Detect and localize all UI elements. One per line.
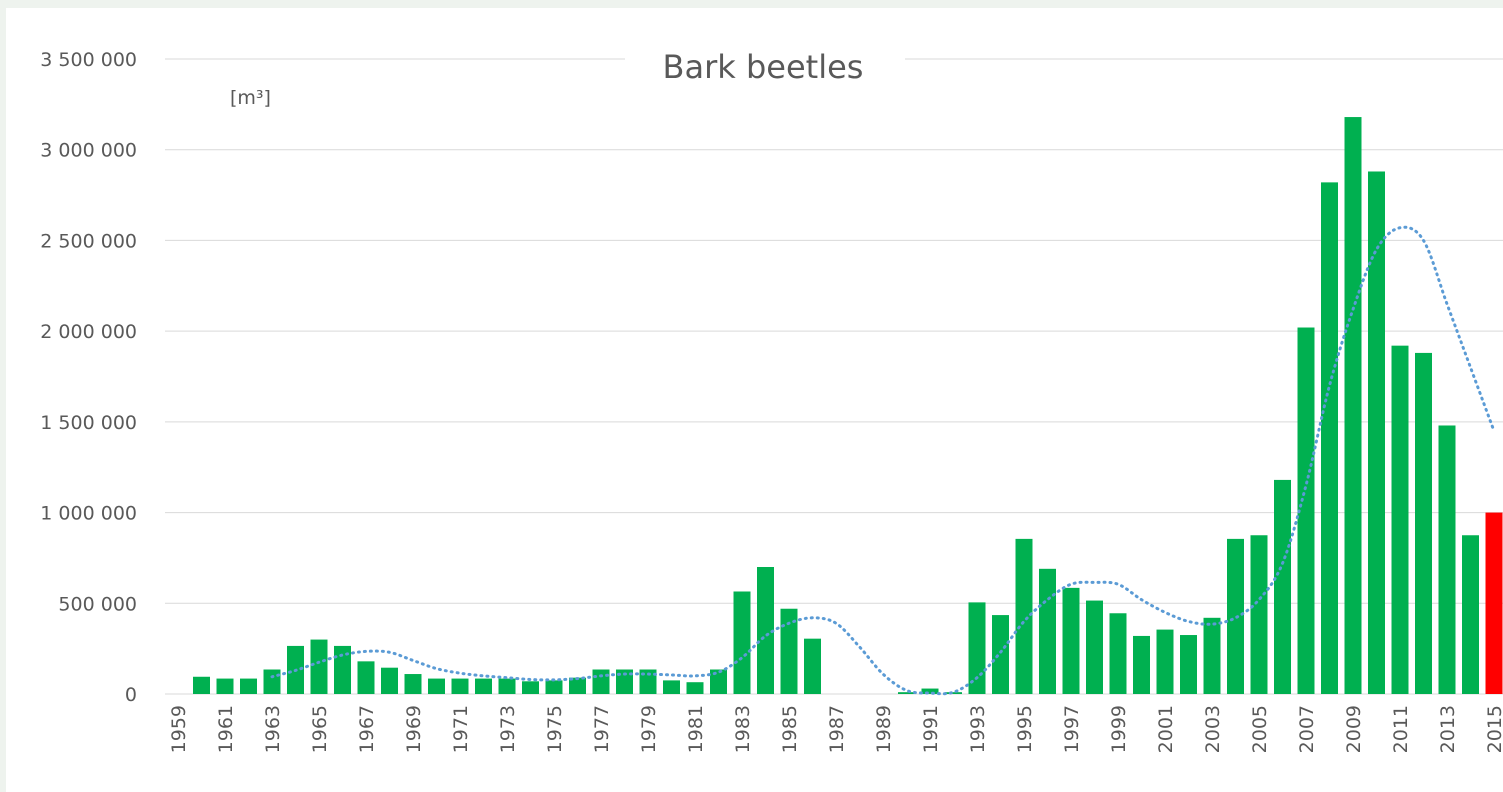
x-tick-label: 1987: [826, 705, 848, 753]
title-background: [625, 45, 905, 85]
bar: [193, 676, 210, 694]
bar: [334, 645, 351, 694]
bar: [404, 674, 422, 694]
y-tick-label: 2 000 000: [40, 321, 137, 343]
bar: [992, 615, 1009, 694]
bar: [1485, 512, 1503, 694]
x-tick-label: 2005: [1249, 705, 1271, 753]
x-tick-label: 1995: [1014, 705, 1036, 753]
bar: [1438, 425, 1456, 694]
bar: [663, 680, 680, 694]
bar: [1156, 629, 1174, 694]
y-tick-label: 3 000 000: [40, 140, 137, 162]
bar: [498, 678, 516, 694]
bar: [522, 681, 539, 694]
x-tick-label: 1991: [920, 705, 942, 753]
y-tick-label: 0: [125, 684, 137, 706]
bar: [451, 678, 469, 694]
x-tick-label: 1959: [168, 705, 190, 753]
x-tick-label: 1989: [873, 705, 895, 753]
bar: [898, 692, 915, 694]
bar: [945, 692, 962, 694]
x-tick-label: 1983: [732, 705, 754, 753]
bar: [1368, 171, 1385, 694]
x-tick-label: 1961: [215, 705, 237, 753]
y-tick-label: 500 000: [58, 593, 137, 615]
bar: [1274, 479, 1291, 694]
x-tick-label: 2007: [1296, 705, 1318, 753]
bar: [968, 602, 986, 694]
bar: [1391, 345, 1409, 694]
bar: [780, 608, 798, 694]
x-tick-label: 1965: [309, 705, 331, 753]
bar: [733, 591, 751, 694]
x-tick-label: 2009: [1343, 705, 1365, 753]
bar: [428, 678, 445, 694]
bar: [1344, 117, 1362, 695]
bar: [616, 669, 633, 694]
bar: [263, 669, 281, 694]
bar: [1250, 535, 1268, 694]
bar: [921, 688, 939, 694]
x-tick-label: 1975: [544, 705, 566, 753]
bar: [1462, 535, 1479, 694]
x-tick-label: 1993: [967, 705, 989, 753]
bar: [757, 567, 774, 694]
x-tick-label: 2001: [1155, 705, 1177, 753]
bar: [1203, 617, 1221, 694]
chart-title: Bark beetles: [663, 48, 864, 86]
x-tick-label: 1979: [638, 705, 660, 753]
x-tick-label: 2003: [1202, 705, 1224, 753]
bar: [1133, 635, 1150, 694]
bar: [357, 661, 375, 694]
bar: [545, 680, 563, 694]
bar: [569, 677, 586, 694]
bar: [1086, 600, 1103, 694]
x-tick-label: 1973: [497, 705, 519, 753]
bar: [1180, 635, 1197, 694]
bar: [240, 678, 257, 694]
bar: [1297, 327, 1315, 694]
bar: [1039, 568, 1056, 694]
bar: [1321, 182, 1338, 694]
unit-label: [m³]: [230, 87, 271, 109]
x-tick-label: 1981: [685, 705, 707, 753]
bar: [310, 639, 328, 694]
x-tick-label: 2013: [1437, 705, 1459, 753]
bar: [710, 669, 727, 694]
y-tick-label: 1 000 000: [40, 503, 137, 525]
x-tick-label: 2011: [1390, 705, 1412, 753]
bar: [1109, 613, 1127, 694]
y-tick-label: 2 500 000: [40, 230, 137, 252]
bar: [1415, 352, 1432, 694]
bar: [1062, 587, 1080, 694]
bar: [804, 638, 821, 694]
x-tick-label: 1977: [591, 705, 613, 753]
y-tick-label: 1 500 000: [40, 412, 137, 434]
trend-line: [270, 225, 1496, 696]
x-tick-label: 1997: [1061, 705, 1083, 753]
x-tick-label: 1999: [1108, 705, 1130, 753]
bar: [686, 682, 704, 694]
bar: [1015, 538, 1033, 694]
bar: [639, 669, 657, 694]
x-tick-label: 1985: [779, 705, 801, 753]
x-tick-label: 2015: [1484, 705, 1503, 753]
x-tick-label: 1967: [356, 705, 378, 753]
bar: [216, 678, 234, 694]
bar: [381, 667, 398, 694]
bar: [1227, 538, 1244, 694]
bar: [592, 669, 610, 694]
x-tick-label: 1971: [450, 705, 472, 753]
x-tick-label: 1963: [262, 705, 284, 753]
x-tick-label: 1969: [403, 705, 425, 753]
y-tick-label: 3 500 000: [40, 49, 137, 71]
bar: [475, 678, 492, 694]
